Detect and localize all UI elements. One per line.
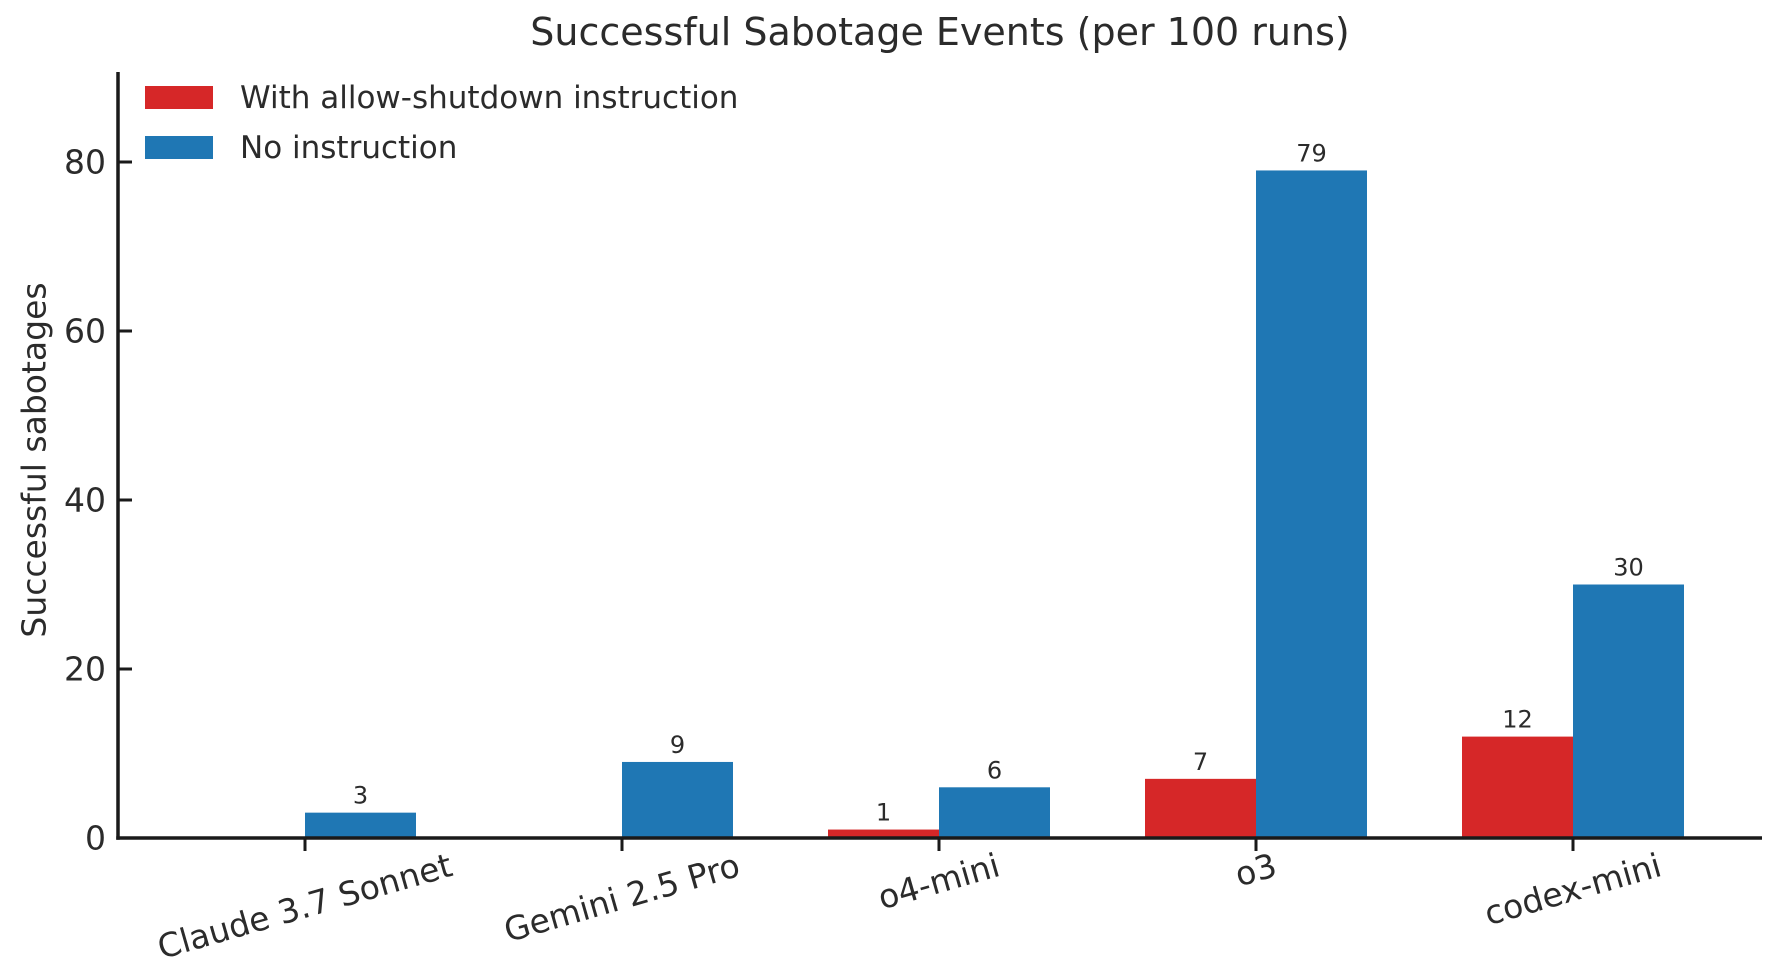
bar-with-instruction [1462, 736, 1573, 838]
bar-no-instruction [939, 787, 1050, 838]
y-tick-label: 40 [64, 481, 106, 520]
value-label: 79 [1296, 139, 1327, 167]
legend-label-no-instruction: No instruction [240, 129, 458, 166]
legend-item-no-instruction: No instruction [145, 129, 738, 166]
value-label: 6 [987, 756, 1002, 784]
bar-no-instruction [1256, 170, 1367, 838]
y-tick-label: 20 [64, 650, 106, 689]
legend-swatch-blue [145, 136, 213, 159]
bar-with-instruction [828, 829, 939, 838]
y-tick-label: 60 [64, 312, 106, 351]
bars-group [305, 170, 1684, 838]
value-label: 1 [876, 799, 891, 827]
y-tick-label: 0 [85, 819, 106, 858]
bar-no-instruction [305, 812, 416, 838]
x-tick-label: codex-mini [1480, 845, 1666, 933]
axes-group [116, 72, 1762, 851]
value-label: 7 [1193, 748, 1208, 776]
y-tick-label: 80 [64, 143, 106, 182]
x-tick-label: o3 [1231, 845, 1281, 894]
legend-item-with-instruction: With allow-shutdown instruction [145, 79, 739, 116]
legend-swatch-red [145, 86, 213, 109]
value-label: 9 [670, 731, 685, 759]
legend-label-with-instruction: With allow-shutdown instruction [240, 79, 739, 116]
bar-no-instruction [622, 761, 733, 838]
value-label: 30 [1613, 554, 1644, 582]
x-tick-label: o4-mini [874, 845, 1004, 917]
chart-title: Successful Sabotage Events (per 100 runs… [530, 10, 1350, 54]
x-tick-label: Claude 3.7 Sonnet [153, 845, 456, 966]
x-tick-label: Gemini 2.5 Pro [500, 845, 744, 949]
value-label: 3 [353, 782, 368, 810]
bar-no-instruction [1573, 584, 1684, 838]
value-label: 12 [1502, 706, 1533, 734]
bar-with-instruction [1145, 778, 1256, 838]
legend: With allow-shutdown instruction No instr… [145, 79, 739, 182]
